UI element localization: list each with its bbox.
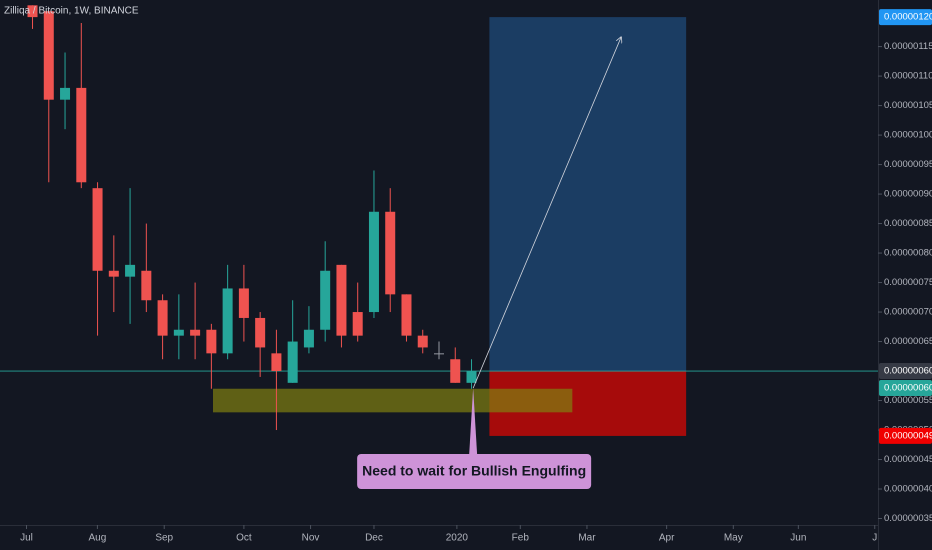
x-tick-label: Nov — [302, 533, 320, 544]
candle-body — [385, 211, 396, 295]
y-tick-label: 0.00000080 — [884, 248, 932, 259]
candle-body — [271, 353, 282, 372]
x-tick-label: Feb — [512, 533, 530, 544]
candle-body — [287, 341, 298, 383]
callout-box — [357, 454, 592, 489]
y-tick-label: 0.00000065 — [884, 336, 932, 347]
support-zone — [212, 388, 573, 413]
candle-body — [92, 188, 103, 271]
callout-text: Need to wait for Bullish Engulfing — [362, 463, 586, 479]
y-tick-label: 0.00000035 — [884, 513, 932, 524]
candle-body — [125, 264, 136, 277]
chart-title: Zilliqa / Bitcoin, 1W, BINANCE — [4, 6, 139, 17]
candle-body — [255, 317, 266, 348]
arrow — [472, 37, 621, 389]
candle-body — [27, 5, 38, 18]
price-label-box — [879, 363, 932, 380]
price-label: 0.00000049 — [884, 430, 932, 441]
y-tick-label: 0.00000070 — [884, 307, 932, 318]
candle-body — [238, 288, 249, 318]
candle-body — [157, 300, 168, 336]
price-label: 0.00000060 — [884, 383, 932, 394]
price-label-box — [879, 380, 932, 397]
y-tick-label: 0.00000095 — [884, 159, 932, 170]
candle-body — [108, 270, 119, 277]
price-label-box — [879, 9, 932, 26]
x-tick-label: Mar — [578, 533, 596, 544]
x-tick-label: Apr — [659, 533, 675, 544]
candle-body — [352, 312, 363, 336]
x-tick-label: Jul — [20, 533, 33, 544]
x-tick-label: May — [724, 533, 743, 544]
y-tick-label: 0.00000110 — [884, 71, 932, 82]
candle-body — [417, 335, 428, 348]
y-tick-label: 0.00000075 — [884, 277, 932, 288]
x-tick-label: Oct — [236, 533, 252, 544]
candle-body — [43, 11, 54, 100]
x-tick-label: Sep — [155, 533, 173, 544]
y-tick-label: 0.00000055 — [884, 395, 932, 406]
candle-body — [434, 353, 444, 355]
price-label: 0.00000120 — [884, 12, 932, 23]
price-label-box — [879, 427, 932, 444]
x-tick-label: Jun — [790, 533, 806, 544]
candle-body — [401, 294, 412, 336]
plot-area: Need to wait for Bullish Engulfing — [0, 5, 878, 489]
x-tick-label: Aug — [88, 533, 106, 544]
y-tick-label: 0.00000090 — [884, 189, 932, 200]
y-tick-label: 0.00000100 — [884, 130, 932, 141]
y-tick-label: 0.00000115 — [884, 41, 932, 52]
callout-pointer — [469, 388, 478, 455]
y-tick-label: 0.00000045 — [884, 454, 932, 465]
candle-body — [222, 288, 233, 354]
x-tick-label: Dec — [365, 533, 383, 544]
y-tick-label: 0.00000105 — [884, 100, 932, 111]
x-tick-label: 2020 — [446, 533, 469, 544]
candle-body — [450, 359, 461, 383]
price-label: 0.00000060 — [884, 366, 932, 377]
candle-body — [320, 270, 331, 330]
y-tick-label: 0.00000040 — [884, 484, 932, 495]
candle-body — [173, 329, 184, 336]
candle-body — [206, 329, 217, 354]
candle-body — [60, 87, 71, 100]
candle-body — [190, 329, 201, 336]
candle-body — [141, 270, 152, 301]
target-zone — [489, 17, 687, 372]
y-tick-label: 0.00000085 — [884, 218, 932, 229]
candle-body — [303, 329, 314, 348]
candle-body — [466, 371, 477, 383]
candle-body — [76, 87, 87, 183]
candle-body — [368, 211, 379, 313]
candle-body — [336, 264, 347, 336]
x-tick-label: J — [872, 533, 877, 544]
